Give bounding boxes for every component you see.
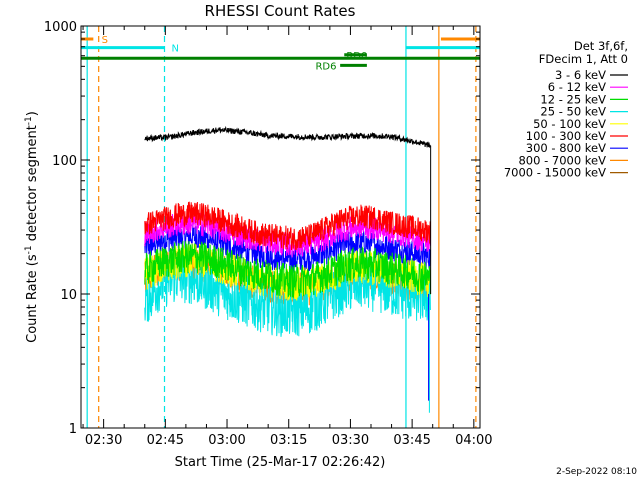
y-tick-label: 100 [52, 154, 77, 169]
flag-label: RD0 [346, 51, 367, 62]
chart-title: RHESSI Count Rates [205, 2, 356, 20]
footer-timestamp: 2-Sep-2022 08:10 [556, 467, 637, 477]
legend-item-label: 50 - 100 keV [533, 117, 606, 131]
y-axis-title: Count Rate (s-1 detector segment-1) [24, 111, 40, 343]
flag-label: RD6 [315, 61, 336, 72]
series-line-100_300keV [144, 201, 431, 251]
flag-label: S [102, 35, 108, 46]
legend-item-label: 25 - 50 keV [540, 105, 606, 119]
x-tick-label: 03:15 [270, 433, 307, 448]
x-tick-label: 04:00 [455, 433, 492, 448]
y-tick-label: 10 [60, 288, 77, 303]
x-tick-label: 03:45 [393, 433, 430, 448]
legend-item-label: 6 - 12 keV [548, 80, 606, 94]
legend-item-label: 300 - 800 keV [526, 141, 606, 155]
legend-item-label: 7000 - 15000 keV [504, 166, 606, 180]
series-line-12_25keV [144, 240, 431, 299]
x-tick-label: 02:30 [85, 433, 122, 448]
x-axis-title: Start Time (25-Mar-17 02:26:42) [175, 455, 386, 470]
y-tick-label: 1000 [44, 20, 77, 35]
x-tick-label: 02:45 [147, 433, 184, 448]
legend-header-line-1: Det 3f,6f, [574, 39, 628, 53]
legend-item-label: 3 - 6 keV [555, 68, 606, 82]
flag-label: N [171, 44, 178, 55]
series-line-300_800keV [144, 223, 431, 273]
axes: 02:30 02:45 03:00 03:15 03:30 03:45 04:00 1 10 10… [44, 20, 493, 448]
legend-item-label: 100 - 300 keV [526, 129, 606, 143]
plot-frame [80, 25, 481, 429]
instrument-state-flags: S N RD0 RD6 [81, 35, 480, 72]
x-tick-label: 03:00 [208, 433, 245, 448]
legend-item-label: 12 - 25 keV [540, 92, 606, 106]
x-tick-label: 03:30 [332, 433, 369, 448]
legend-item-label: 800 - 7000 keV [518, 153, 606, 167]
plot-area [86, 26, 477, 428]
series-line-3_6keV [144, 125, 431, 148]
legend-header-line-2: FDecim 1, Att 0 [539, 52, 628, 66]
y-tick-label: 1 [69, 422, 77, 437]
